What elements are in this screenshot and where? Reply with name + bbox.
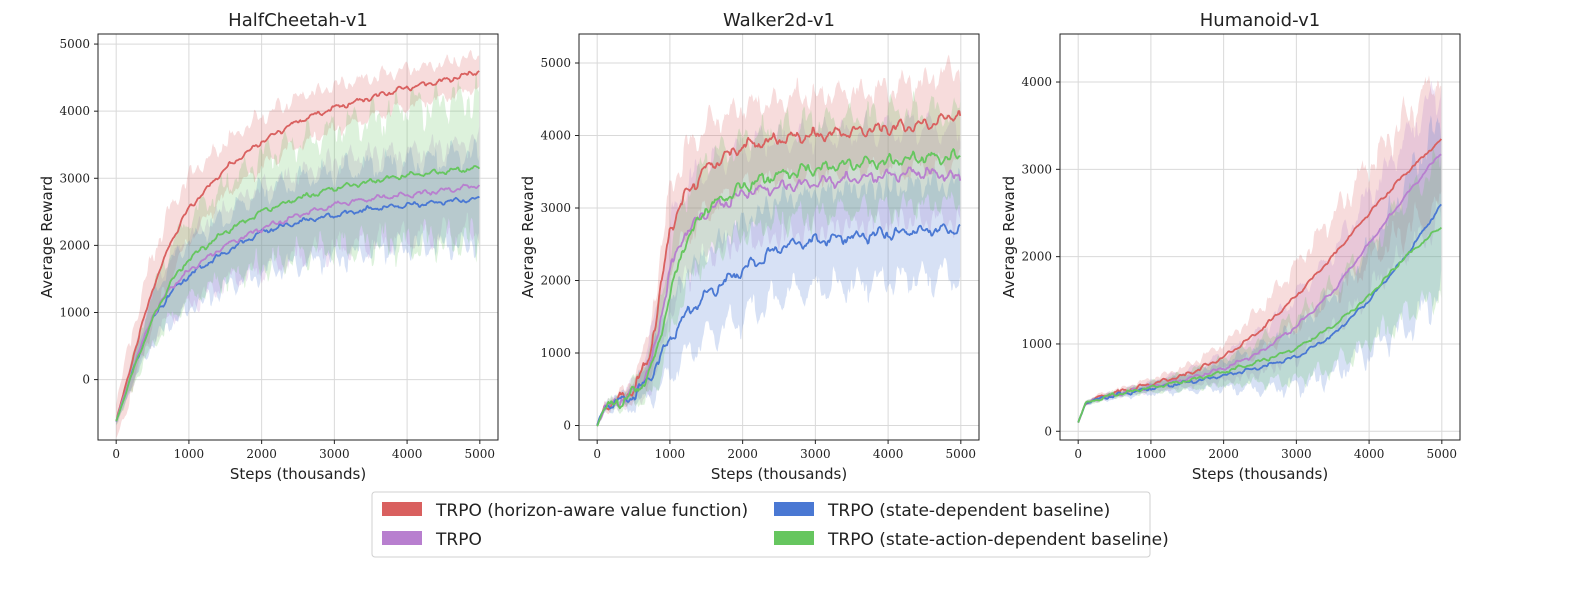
y-axis-label: Average Reward — [1000, 176, 1018, 298]
x-tick-label: 0 — [112, 447, 120, 461]
y-tick-label: 3000 — [1021, 162, 1052, 176]
series-line — [596, 110, 962, 426]
y-tick-label: 0 — [563, 419, 571, 433]
y-tick-label: 4000 — [59, 104, 90, 118]
chart-walker2d: Walker2d-v1 Steps (thousands) Average Re… — [519, 10, 980, 483]
chart-halfcheetah: HalfCheetah-v1 Steps (thousands) Average… — [38, 10, 499, 483]
series-line — [596, 148, 961, 427]
plot-area — [596, 54, 962, 428]
y-axis-label: Average Reward — [519, 176, 537, 298]
chart-title: Walker2d-v1 — [723, 10, 835, 31]
x-tick-label: 5000 — [1427, 447, 1458, 461]
chart-title: HalfCheetah-v1 — [228, 10, 368, 31]
x-tick-label: 3000 — [800, 447, 831, 461]
series-band — [1078, 147, 1442, 424]
grid — [98, 34, 498, 440]
series-line — [596, 166, 962, 427]
series-band — [1078, 80, 1442, 424]
legend-label: TRPO (state-action-dependent baseline) — [827, 530, 1169, 550]
x-axis-label: Steps (thousands) — [1192, 465, 1328, 483]
axes-frame — [578, 33, 980, 441]
x-tick-label: 5000 — [946, 447, 977, 461]
chart-title: Humanoid-v1 — [1200, 10, 1320, 31]
legend-label: TRPO (state-dependent baseline) — [827, 501, 1110, 521]
series-line — [115, 183, 480, 422]
y-tick-label: 2000 — [1021, 250, 1052, 264]
legend-label: TRPO (horizon-aware value function) — [435, 501, 748, 521]
x-tick-label: 1000 — [174, 447, 205, 461]
legend: TRPO (horizon-aware value function) TRPO… — [371, 491, 1169, 558]
legend-frame — [371, 491, 1151, 558]
x-tick-label: 5000 — [465, 447, 496, 461]
y-axis-label: Average Reward — [38, 176, 56, 298]
series-line — [115, 70, 480, 422]
series-line — [115, 165, 480, 422]
series-band — [1078, 75, 1442, 424]
y-tick-label: 2000 — [59, 238, 90, 252]
x-tick-label: 1000 — [1136, 447, 1167, 461]
x-tick-label: 1000 — [655, 447, 686, 461]
y-tick-label: 0 — [1044, 424, 1052, 438]
y-tick-label: 0 — [82, 373, 90, 387]
y-tick-label: 4000 — [540, 129, 571, 143]
series-line — [1077, 138, 1442, 423]
x-tick-label: 4000 — [392, 447, 423, 461]
y-tick-label: 1000 — [59, 305, 90, 319]
plot-area — [115, 49, 480, 439]
x-axis-label: Steps (thousands) — [230, 465, 366, 483]
chart-humanoid: Humanoid-v1 Steps (thousands) Average Re… — [1000, 10, 1461, 483]
grid — [1060, 34, 1460, 440]
series-line — [1077, 226, 1442, 423]
y-tick-label: 1000 — [540, 346, 571, 360]
series-band — [1078, 115, 1442, 424]
y-tick-label: 5000 — [540, 56, 571, 70]
x-axis-label: Steps (thousands) — [711, 465, 847, 483]
x-tick-label: 0 — [1074, 447, 1082, 461]
x-tick-label: 4000 — [1354, 447, 1385, 461]
series-band — [116, 70, 480, 426]
series-band — [597, 54, 961, 427]
y-tick-label: 2000 — [540, 274, 571, 288]
axes-frame — [97, 33, 499, 441]
grid — [579, 34, 979, 440]
plot-area — [1077, 75, 1442, 424]
legend-swatch — [774, 531, 814, 545]
x-tick-label: 3000 — [319, 447, 350, 461]
x-tick-label: 2000 — [1208, 447, 1239, 461]
legend-label: TRPO — [435, 530, 482, 550]
x-tick-label: 2000 — [246, 447, 277, 461]
x-tick-label: 4000 — [873, 447, 904, 461]
y-tick-label: 4000 — [1021, 75, 1052, 89]
legend-swatch — [382, 502, 422, 516]
series-band — [597, 166, 961, 427]
axes-frame — [1059, 33, 1461, 441]
series-line — [115, 196, 480, 422]
y-tick-label: 3000 — [59, 171, 90, 185]
y-tick-label: 3000 — [540, 201, 571, 215]
x-tick-label: 0 — [593, 447, 601, 461]
x-tick-label: 2000 — [727, 447, 758, 461]
series-line — [596, 223, 961, 426]
legend-swatch — [382, 531, 422, 545]
series-band — [116, 49, 480, 439]
x-tick-label: 3000 — [1281, 447, 1312, 461]
series-band — [116, 126, 480, 426]
series-band — [116, 139, 480, 425]
y-tick-label: 1000 — [1021, 337, 1052, 351]
y-tick-label: 5000 — [59, 37, 90, 51]
legend-swatch — [774, 502, 814, 516]
